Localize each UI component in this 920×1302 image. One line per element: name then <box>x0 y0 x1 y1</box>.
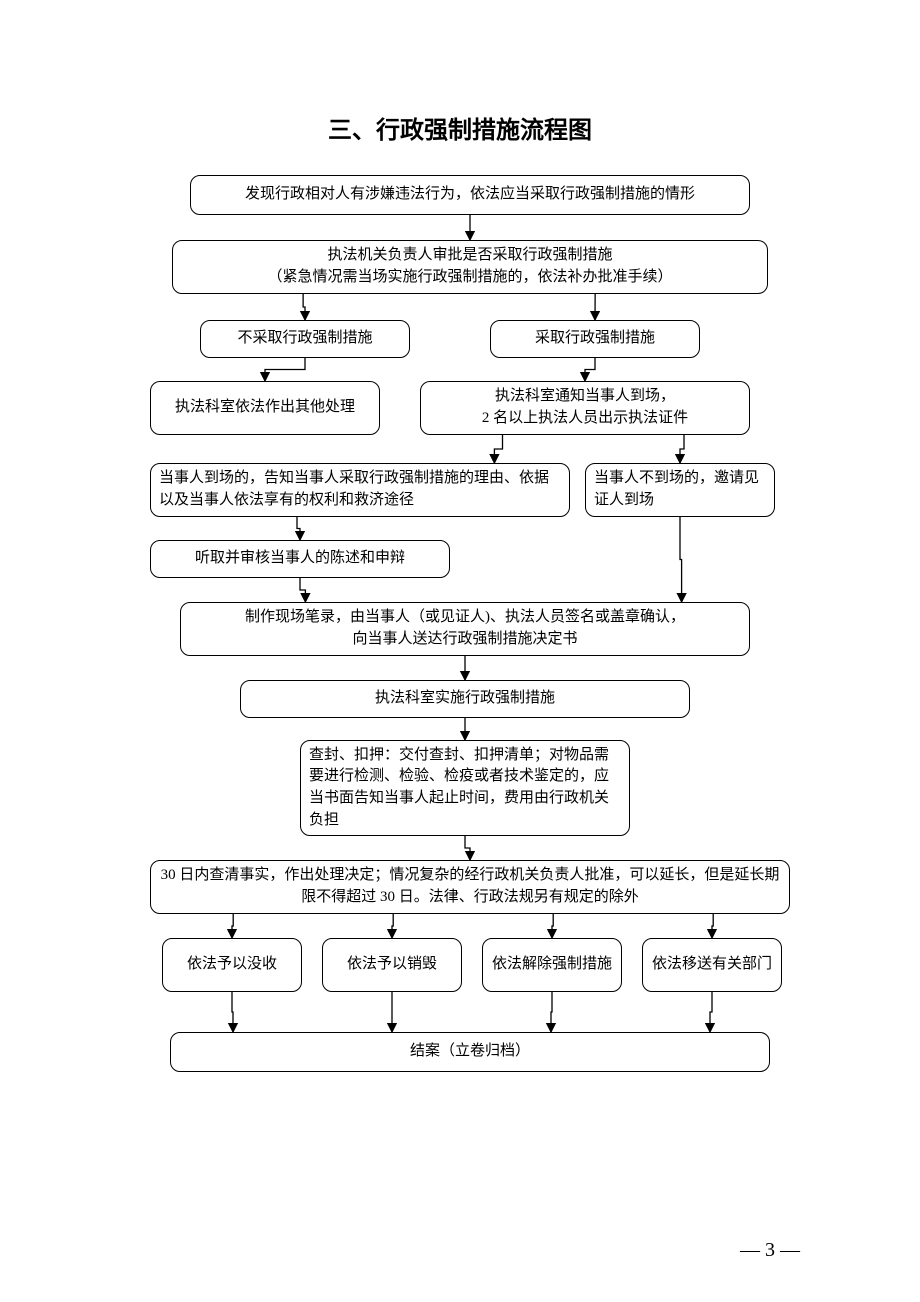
flow-node-n6: 执法科室通知当事人到场，2 名以上执法人员出示执法证件 <box>420 381 750 435</box>
flow-edge-n14-n18 <box>232 992 233 1032</box>
flow-node-n13: 30 日内查清事实，作出处理决定；情况复杂的经行政机关负责人批准，可以延长，但是… <box>150 860 790 914</box>
page-title: 三、行政强制措施流程图 <box>0 110 920 145</box>
flow-edge-n9-n10 <box>300 578 305 602</box>
flow-edge-n6-n8 <box>680 435 684 463</box>
flow-edge-n3-n5 <box>265 358 305 381</box>
flow-edge-n8-n10 <box>680 517 682 602</box>
flow-node-n17: 依法移送有关部门 <box>642 938 782 992</box>
flow-node-n18: 结案（立卷归档） <box>170 1032 770 1072</box>
flow-edge-n13-n14 <box>232 914 233 938</box>
flow-edge-n13-n15 <box>392 914 393 938</box>
flow-node-n8: 当事人不到场的，邀请见证人到场 <box>585 463 775 517</box>
flow-node-n12: 查封、扣押：交付查封、扣押清单；对物品需要进行检测、检验、检疫或者技术鉴定的，应… <box>300 740 630 836</box>
flow-node-n16: 依法解除强制措施 <box>482 938 622 992</box>
flow-node-n5: 执法科室依法作出其他处理 <box>150 381 380 435</box>
flow-edge-n4-n6 <box>585 358 595 381</box>
flow-node-n14: 依法予以没收 <box>162 938 302 992</box>
flow-node-n10: 制作现场笔录，由当事人（或见证人)、执法人员签名或盖章确认，向当事人送达行政强制… <box>180 602 750 656</box>
flow-edge-n13-n16 <box>552 914 553 938</box>
flow-node-n3: 不采取行政强制措施 <box>200 320 410 358</box>
flow-edge-n13-n17 <box>712 914 713 938</box>
flow-edge-n12-n13 <box>465 836 470 860</box>
flow-node-n11: 执法科室实施行政强制措施 <box>240 680 690 718</box>
flow-edge-n6-n7 <box>494 435 502 463</box>
flow-edge-n16-n18 <box>551 992 552 1032</box>
flow-node-n15: 依法予以销毁 <box>322 938 462 992</box>
flow-edge-n17-n18 <box>710 992 712 1032</box>
page-number: — 3 — <box>740 1239 800 1262</box>
flow-node-n1: 发现行政相对人有涉嫌违法行为，依法应当采取行政强制措施的情形 <box>190 175 750 215</box>
flow-node-n4: 采取行政强制措施 <box>490 320 700 358</box>
page: 三、行政强制措施流程图 发现行政相对人有涉嫌违法行为，依法应当采取行政强制措施的… <box>0 0 920 1302</box>
flow-node-n7: 当事人到场的，告知当事人采取行政强制措施的理由、依据以及当事人依法享有的权利和救… <box>150 463 570 517</box>
flow-edge-n7-n9 <box>297 517 300 540</box>
flow-node-n9: 听取并审核当事人的陈述和申辩 <box>150 540 450 578</box>
flow-node-n2: 执法机关负责人审批是否采取行政强制措施（紧急情况需当场实施行政强制措施的，依法补… <box>172 240 768 294</box>
flow-edge-n2-n3 <box>303 294 305 320</box>
